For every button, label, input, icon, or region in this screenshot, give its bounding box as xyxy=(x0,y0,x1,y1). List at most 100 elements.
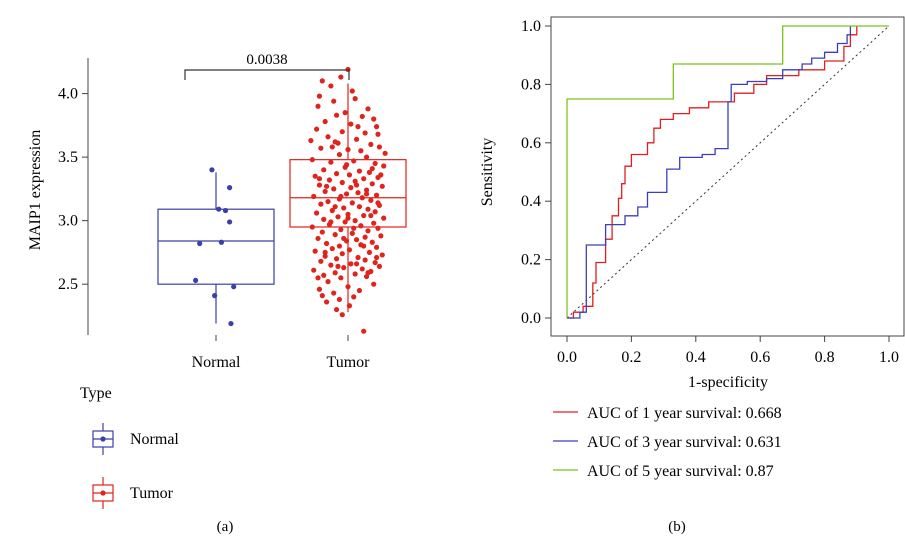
point-tumor xyxy=(363,191,370,197)
point-tumor xyxy=(319,78,325,84)
point-tumor xyxy=(339,129,345,135)
roc-curve-3yr xyxy=(567,26,852,319)
point-tumor xyxy=(375,131,381,137)
x-ticks-a: Normal Tumor xyxy=(192,335,371,371)
point-tumor xyxy=(322,188,328,195)
point-tumor xyxy=(362,130,368,136)
x-tick-label-b: 0.8 xyxy=(815,349,835,366)
point-tumor xyxy=(323,299,330,305)
point-tumor xyxy=(361,328,367,334)
legend-item-tumor: Tumor xyxy=(92,477,174,509)
point-tumor xyxy=(371,281,377,287)
y-ticks-b: 0.0 0.2 0.4 0.6 0.8 1.0 xyxy=(521,18,551,327)
point-tumor xyxy=(336,151,343,158)
point-tumor xyxy=(315,275,321,281)
point-tumor xyxy=(356,168,363,174)
point-tumor xyxy=(358,148,364,154)
point-tumor xyxy=(323,183,330,189)
point-tumor xyxy=(369,239,375,245)
x-tick-label-b: 0.6 xyxy=(750,349,770,366)
point-tumor xyxy=(322,253,328,259)
point-tumor xyxy=(348,121,354,127)
point-tumor xyxy=(348,185,354,191)
point-tumor xyxy=(315,103,321,109)
point-tumor xyxy=(376,263,383,269)
legend-label-5yr: AUC of 5 year survival: 0.87 xyxy=(587,463,774,480)
point-tumor xyxy=(331,98,337,104)
panel-b-label: (b) xyxy=(668,519,686,535)
y-tick-label-a: 3.5 xyxy=(58,149,78,166)
point-tumor xyxy=(333,171,340,177)
point-tumor xyxy=(372,259,378,266)
point-tumor xyxy=(342,110,348,116)
point-tumor xyxy=(353,261,360,267)
point-tumor xyxy=(313,126,320,132)
point-tumor xyxy=(335,140,341,146)
point-tumor xyxy=(315,235,321,242)
point-tumor xyxy=(309,157,315,163)
point-tumor xyxy=(322,118,328,125)
legend-dot-normal xyxy=(100,436,106,442)
point-tumor xyxy=(338,74,344,80)
box-normal xyxy=(157,208,275,285)
point-tumor xyxy=(356,287,363,294)
legend-key-normal xyxy=(92,423,114,455)
panel-a-boxplot: MAIP1 expression 2.5 3.0 3.5 4.0 Normal Tumo… xyxy=(27,52,407,535)
point-tumor xyxy=(323,240,330,247)
boxes xyxy=(157,83,407,324)
point-tumor xyxy=(359,195,365,201)
point-tumor xyxy=(312,248,318,254)
roc-curve-1yr xyxy=(567,26,858,319)
point-tumor xyxy=(318,201,324,207)
point-tumor xyxy=(313,210,320,216)
legend-label-3yr: AUC of 3 year survival: 0.631 xyxy=(587,434,782,451)
point-tumor xyxy=(319,293,325,299)
point-tumor xyxy=(325,134,331,140)
point-tumor xyxy=(325,279,331,285)
point-tumor xyxy=(353,136,360,142)
point-tumor xyxy=(358,223,364,229)
point-tumor xyxy=(346,172,353,178)
point-tumor xyxy=(345,215,351,221)
point-tumor xyxy=(362,234,368,240)
legend-dot-tumor xyxy=(100,490,106,496)
point-tumor xyxy=(318,258,324,264)
point-tumor xyxy=(321,272,327,278)
point-tumor xyxy=(379,183,385,189)
point-tumor xyxy=(366,169,373,175)
point-tumor xyxy=(372,160,378,167)
panel-a-label: (a) xyxy=(217,519,234,535)
point-tumor xyxy=(359,266,365,272)
point-tumor xyxy=(332,270,338,276)
point-tumor xyxy=(341,265,347,271)
x-tick-label-b: 1.0 xyxy=(879,349,899,366)
point-tumor xyxy=(356,204,363,210)
point-tumor xyxy=(365,228,371,234)
point-tumor xyxy=(373,244,380,250)
box-tumor xyxy=(289,159,407,228)
point-tumor xyxy=(355,254,361,261)
point-tumor xyxy=(328,83,334,89)
y-tick-label-b: 0.0 xyxy=(521,310,541,327)
point-tumor xyxy=(329,144,335,150)
point-tumor xyxy=(316,93,323,99)
y-axis-label-b: Sensitivity xyxy=(479,138,496,206)
point-tumor xyxy=(351,158,357,164)
roc-curve-5yr xyxy=(566,25,889,318)
point-tumor xyxy=(372,209,378,215)
point-tumor xyxy=(316,182,323,188)
point-tumor xyxy=(359,113,365,120)
point-tumor xyxy=(365,270,371,276)
x-tick-label-a: Tumor xyxy=(327,354,371,371)
point-tumor xyxy=(326,177,333,183)
point-tumor xyxy=(373,254,380,261)
point-tumor xyxy=(381,215,387,221)
point-tumor xyxy=(316,176,323,182)
x-tick-label-b: 0.4 xyxy=(686,349,706,366)
point-tumor xyxy=(365,206,371,212)
y-tick-label-b: 0.4 xyxy=(521,193,541,210)
point-tumor xyxy=(352,96,358,102)
point-tumor xyxy=(368,212,374,219)
reference-diagonal xyxy=(566,25,890,319)
points xyxy=(193,66,388,334)
